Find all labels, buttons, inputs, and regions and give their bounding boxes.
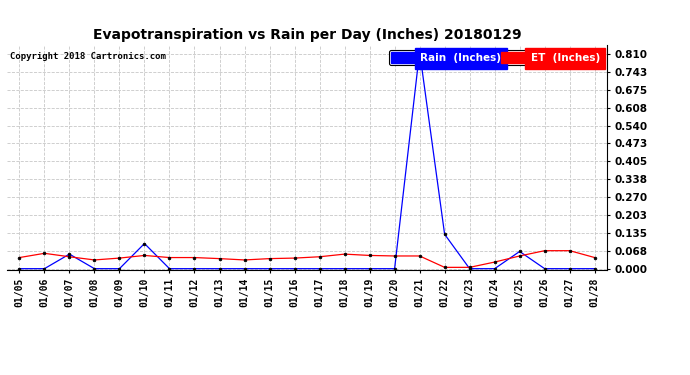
Text: Copyright 2018 Cartronics.com: Copyright 2018 Cartronics.com [10,52,166,61]
Legend: Rain  (Inches), ET  (Inches): Rain (Inches), ET (Inches) [389,50,602,65]
Title: Evapotranspiration vs Rain per Day (Inches) 20180129: Evapotranspiration vs Rain per Day (Inch… [92,28,522,42]
